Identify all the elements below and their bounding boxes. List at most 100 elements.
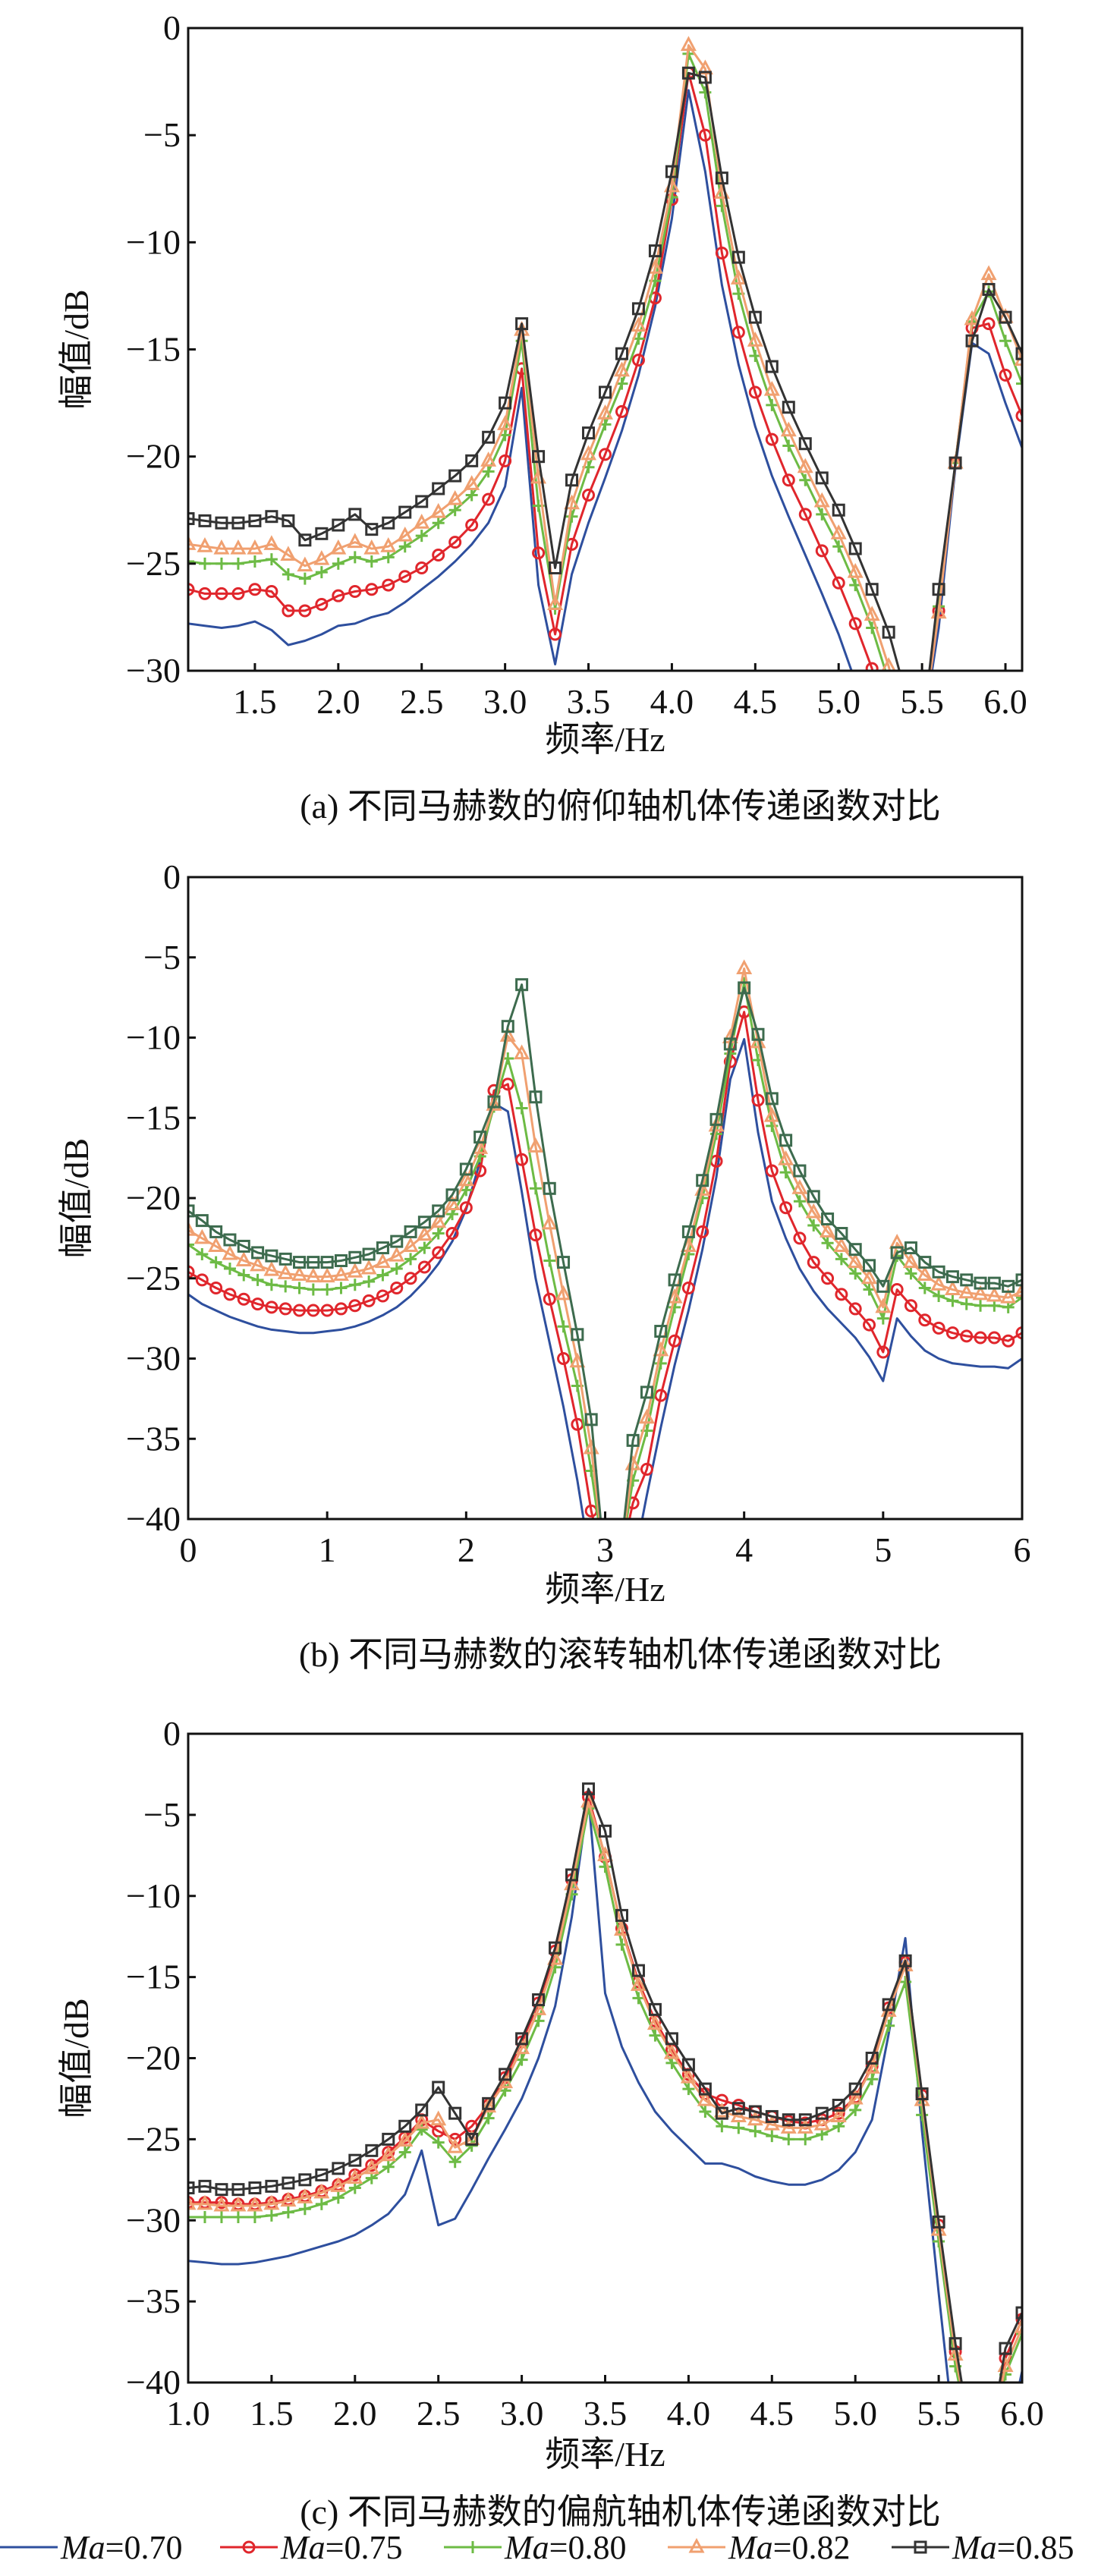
data-point-marker [813, 492, 830, 508]
data-point-marker [404, 1253, 417, 1266]
y-tick-label: −5 [143, 1795, 181, 1834]
data-point-marker [265, 1301, 278, 1314]
x-tick-label: 6 [1014, 1530, 1031, 1569]
data-point-marker [1015, 347, 1022, 360]
data-point-marker [899, 728, 911, 740]
data-point-marker [904, 1241, 917, 1255]
data-point-marker [248, 555, 261, 568]
data-point-marker [747, 332, 763, 347]
data-point-marker [348, 1299, 362, 1313]
data-point-marker [347, 2169, 363, 2184]
data-point-marker [876, 1279, 890, 1293]
data-point-marker [332, 2191, 344, 2204]
data-point-marker [248, 583, 262, 596]
data-point-marker [897, 1956, 914, 1972]
data-point-marker [1015, 2306, 1022, 2320]
data-point-marker [265, 2209, 278, 2222]
data-point-marker [763, 1106, 780, 1122]
data-point-marker [198, 2210, 211, 2223]
y-tick-label: 0 [163, 1714, 181, 1753]
x-tick-label: 6.0 [1000, 2394, 1044, 2433]
legend-label-symbol: Ma [280, 2529, 326, 2566]
x-tick-label: 3.0 [500, 2394, 544, 2433]
data-point-marker [799, 473, 812, 486]
data-point-marker [902, 1253, 919, 1269]
data-point-marker [966, 2442, 978, 2454]
y-tick-label: −25 [126, 1259, 181, 1297]
data-point-marker [932, 2215, 945, 2228]
data-point-marker [876, 1345, 890, 1359]
data-point-marker [547, 595, 564, 610]
data-point-marker [265, 1249, 278, 1263]
data-point-marker [569, 1352, 586, 1368]
data-point-marker [543, 1254, 556, 1267]
data-point-marker [278, 1252, 292, 1266]
y-tick-label: −35 [126, 1419, 181, 1458]
x-tick-label: 0 [180, 1530, 197, 1569]
data-point-marker [917, 730, 927, 741]
x-tick-label: 2 [458, 1530, 475, 1569]
data-point-marker [235, 1251, 252, 1266]
data-point-marker [904, 1267, 917, 1280]
data-point-marker [298, 533, 312, 547]
data-point-marker [648, 2002, 662, 2016]
data-point-marker [972, 1285, 989, 1301]
data-point-marker [348, 585, 362, 599]
data-point-marker [432, 2136, 445, 2149]
data-point-marker [515, 978, 529, 992]
chart-roll-axis: 0−5−10−15−20−25−30−35−400 1 2 3 4 5 6频率/Hz幅值/d… [57, 857, 1031, 1674]
data-point-marker [882, 675, 895, 687]
data-point-marker [265, 2179, 278, 2193]
data-point-marker [1015, 1326, 1022, 1340]
data-point-marker [780, 421, 797, 437]
y-tick-label: −35 [126, 2282, 181, 2320]
data-point-marker [415, 2103, 429, 2117]
legend-label: Ma=0.85 [952, 2529, 1074, 2566]
data-point-marker [215, 557, 228, 570]
data-point-marker [315, 597, 329, 611]
series-Ma-0-85 [188, 1782, 1022, 2453]
data-point-marker [541, 1214, 558, 1230]
data-point-marker [866, 2073, 879, 2086]
data-point-marker [223, 1263, 236, 1275]
data-point-marker [835, 1227, 848, 1241]
data-point-marker [482, 2112, 495, 2125]
data-point-marker [223, 1233, 237, 1247]
data-point-marker [732, 2122, 745, 2134]
data-point-marker [432, 1227, 445, 1240]
data-point-marker [965, 334, 979, 348]
data-point-marker [830, 2107, 847, 2122]
data-point-marker [315, 527, 329, 540]
legend-marker-icon [242, 2540, 256, 2554]
data-point-marker [983, 2442, 994, 2453]
data-point-marker [293, 1304, 307, 1317]
data-point-marker [250, 1256, 266, 1272]
data-point-marker [716, 2120, 728, 2133]
data-point-marker [960, 1297, 973, 1310]
series-line [188, 983, 1022, 1519]
data-point-marker [398, 2146, 411, 2159]
data-point-marker [793, 1164, 807, 1178]
series-line [188, 1801, 1022, 2383]
data-point-marker [613, 361, 630, 377]
data-point-marker [832, 540, 845, 553]
legend-label: Ma=0.75 [280, 2529, 402, 2566]
data-point-marker [865, 662, 879, 671]
legend-marker-icon [914, 2540, 927, 2554]
series-line [188, 44, 1022, 671]
series-Ma-0-82 [188, 959, 1022, 1519]
legend-item: Ma=0.70 [0, 2529, 182, 2566]
x-tick-label: 5 [874, 1530, 892, 1569]
y-tick-label: −5 [143, 938, 181, 977]
data-point-marker [448, 504, 461, 517]
data-point-marker [282, 604, 295, 618]
data-point-marker [738, 981, 751, 995]
data-point-marker [821, 1237, 834, 1250]
data-point-marker [213, 539, 230, 555]
data-point-marker [529, 1228, 543, 1242]
data-point-marker [797, 2118, 813, 2134]
data-point-marker [848, 2082, 862, 2096]
data-point-marker [445, 1227, 459, 1241]
data-point-marker [297, 2188, 313, 2203]
data-point-marker [882, 625, 895, 639]
